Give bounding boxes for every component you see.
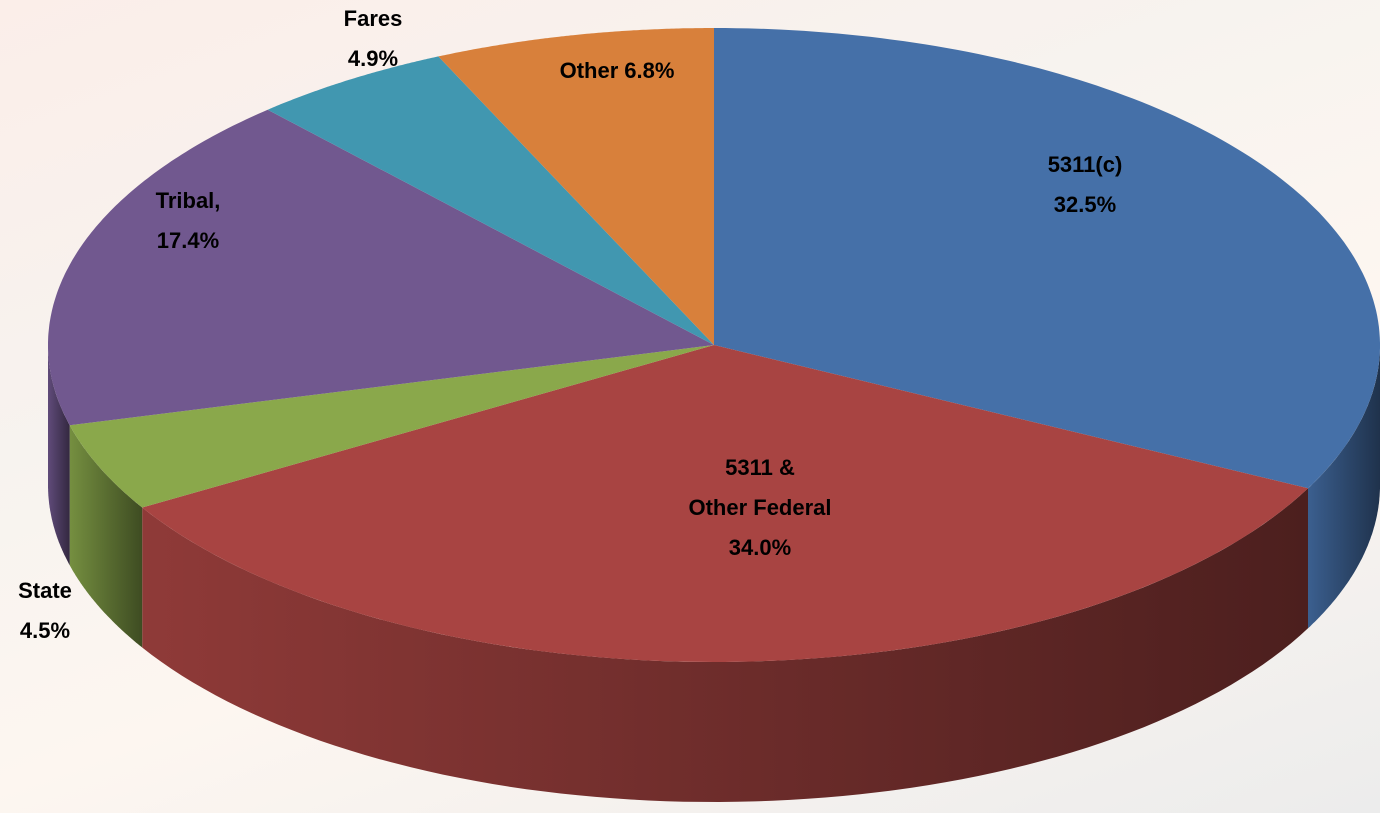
pie-side	[69, 425, 143, 648]
pie-side	[48, 345, 70, 566]
pie-slice	[69, 345, 714, 508]
data-label: Other 6.8%	[560, 51, 675, 91]
pie-slice	[438, 28, 714, 345]
data-label: 5311 & Other Federal 34.0%	[688, 448, 831, 568]
slice-value: 17.4%	[156, 228, 220, 253]
data-label: Fares 4.9%	[344, 0, 403, 79]
pie-slice	[267, 56, 714, 346]
slice-name: State	[18, 578, 72, 603]
pie-slice	[714, 28, 1380, 489]
slice-value: 34.0%	[728, 535, 792, 560]
pie-slice	[48, 109, 714, 426]
slice-value: 6.8%	[624, 58, 675, 83]
pie-side	[1308, 345, 1380, 629]
data-label: 5311(c) 32.5%	[1048, 145, 1123, 225]
slice-name: Tribal,	[155, 188, 221, 213]
pie-side	[142, 488, 1309, 802]
slice-value: 32.5%	[1053, 192, 1117, 217]
pie-slice	[142, 345, 1309, 662]
data-label: State 4.5%	[18, 571, 72, 651]
slice-name: 5311(c)	[1047, 152, 1123, 177]
slice-value: 4.9%	[347, 46, 399, 71]
slice-name: 5311 & Other Federal	[688, 455, 832, 520]
slice-value: 4.5%	[19, 618, 71, 643]
slice-name: Fares	[343, 6, 403, 31]
data-label: Tribal, 17.4%	[156, 181, 221, 261]
slice-name: Other	[559, 58, 619, 83]
